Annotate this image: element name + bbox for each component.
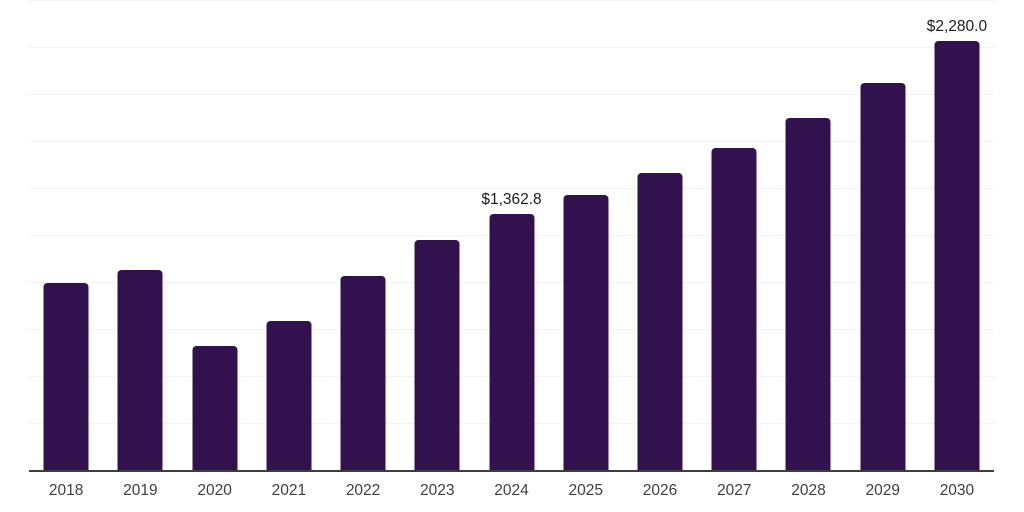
bar-2029 [860, 82, 906, 470]
gridline [29, 47, 994, 48]
bar-2027 [711, 147, 757, 470]
bar-2028 [785, 117, 831, 470]
bar-2024 [489, 213, 535, 470]
bar-band: $2,280.0 [920, 0, 994, 470]
x-tick-label: 2026 [642, 482, 678, 499]
bar-band [697, 0, 771, 470]
bar-band [771, 0, 845, 470]
gridline [29, 141, 994, 142]
bar-band [29, 0, 103, 470]
x-tick-label: 2024 [494, 482, 529, 499]
bar-2019 [117, 269, 163, 470]
bar-value-label: $2,280.0 [926, 18, 988, 36]
bar-2026 [637, 172, 683, 470]
x-tick-label: 2030 [939, 482, 975, 499]
bar-value-label: $1,362.8 [481, 190, 542, 208]
x-tick-label: 2023 [420, 482, 455, 499]
x-tick-label: 2025 [568, 482, 603, 499]
gridline [29, 188, 994, 189]
x-tick-label: 2018 [48, 482, 84, 499]
x-tick-label: 2020 [197, 482, 232, 499]
bar-band [549, 0, 623, 470]
bar-band: $1,362.8 [474, 0, 548, 470]
bar-band [400, 0, 474, 470]
bar-band [846, 0, 920, 470]
bar-band [623, 0, 697, 470]
bar-band [177, 0, 251, 470]
bar-2018 [43, 282, 89, 470]
x-axis-labels: 2018 2019 2020 2021 2022 2023 2024 2025 2026 2027… [29, 482, 994, 500]
bar-2025 [563, 194, 609, 470]
plot-area: $1,362.8 $2,280.0 [29, 0, 994, 472]
bar-2023 [414, 239, 460, 470]
bar-2021 [266, 320, 312, 470]
x-tick-label: 2028 [791, 482, 826, 499]
x-tick-label: 2021 [271, 482, 307, 499]
bar-2020 [192, 345, 238, 470]
bar-2030 [934, 41, 980, 470]
gridline [29, 0, 994, 1]
x-tick-label: 2029 [865, 482, 900, 499]
bar-band [252, 0, 326, 470]
x-tick-label: 2019 [123, 482, 158, 499]
bar-2022 [340, 276, 386, 470]
gridline [29, 94, 994, 95]
bar-band [103, 0, 177, 470]
x-tick-label: 2027 [716, 482, 752, 499]
bars-container: $1,362.8 $2,280.0 [29, 0, 994, 470]
bar-band [326, 0, 400, 470]
x-tick-label: 2022 [345, 482, 381, 499]
